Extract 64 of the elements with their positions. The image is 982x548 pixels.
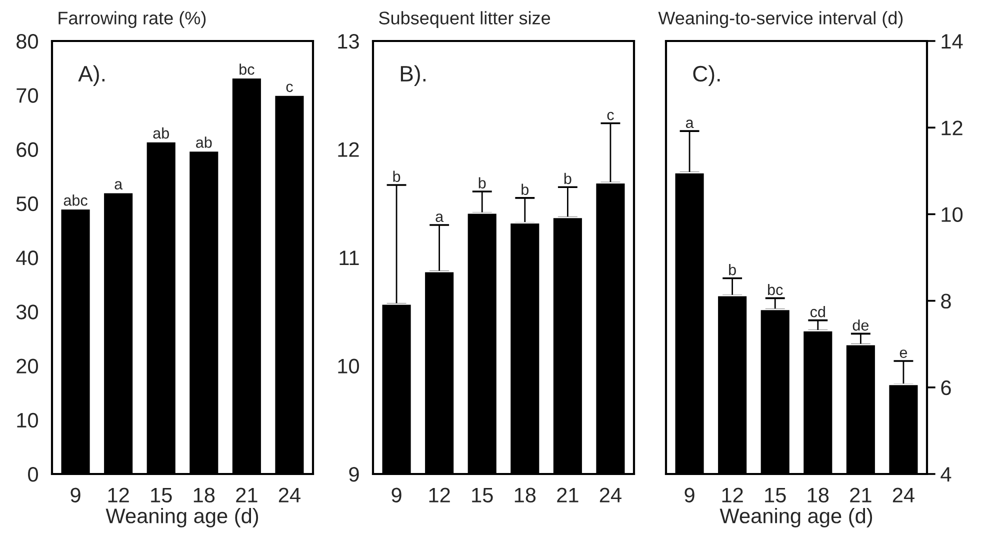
y-tick-label: 8 [941, 294, 951, 309]
y-tick-label: 50 [16, 196, 38, 212]
x-tick-label: 15 [765, 488, 786, 502]
x-tick-label: 18 [194, 488, 215, 502]
y-tick-label: 4 [940, 467, 952, 482]
x-tick-label: 24 [892, 488, 914, 502]
annotation: bc [240, 64, 254, 75]
x-tick-label: 24 [278, 488, 300, 502]
x-tick-label: 18 [808, 488, 829, 502]
y-tick-label: 12 [942, 120, 962, 136]
y-tick-label: 10 [942, 207, 963, 222]
y-tick-label: 60 [16, 142, 38, 158]
annotation: b [564, 172, 572, 184]
x-tick-label: 12 [722, 488, 743, 502]
chart-title: Subsequent litter size [379, 11, 550, 28]
y-tick-label: 10 [17, 412, 38, 428]
y-tick-label: 6 [941, 380, 951, 396]
annotation: abc [64, 194, 88, 206]
y-tick-label: 20 [16, 358, 38, 374]
x-tick-label: 12 [429, 488, 450, 502]
y-tick-label: 40 [16, 250, 38, 266]
annotation: b [478, 177, 486, 188]
annotation: a [436, 214, 444, 222]
annotation: a [114, 181, 123, 190]
x-tick-label: 24 [600, 488, 622, 502]
annotation: a [686, 120, 694, 128]
x-tick-label: 18 [514, 488, 536, 502]
annotation: b [729, 264, 736, 276]
annotation: e [900, 350, 908, 358]
y-tick-label: 30 [16, 304, 38, 320]
y-tick-label: 10 [338, 358, 359, 374]
y-tick-label: 9 [349, 467, 359, 482]
x-tick-label: 15 [151, 488, 172, 502]
y-tick-label: 0 [28, 467, 38, 482]
x-tick-label: 21 [557, 488, 578, 502]
annotation: cd [810, 306, 825, 318]
y-tick-label: 13 [338, 34, 359, 49]
annotation: A). [78, 65, 104, 86]
annotation: c [607, 112, 614, 120]
x-tick-label: 21 [850, 488, 872, 502]
chart-title: Farrowing rate (%) [58, 11, 206, 28]
x-tick-label: 15 [472, 488, 493, 502]
annotation: b [393, 170, 400, 182]
annotation: ab [153, 127, 169, 139]
x-axis-title: Weaning age (d) [720, 508, 872, 528]
y-tick-label: 80 [16, 34, 38, 49]
y-tick-label: 70 [16, 88, 38, 103]
y-tick-label: 11 [340, 250, 359, 266]
chart-title: Weaning-to-service interval (d) [658, 11, 903, 28]
annotation: C). [693, 65, 720, 86]
x-tick-label: 12 [108, 488, 129, 502]
annotation: de [852, 319, 868, 331]
annotation: bc [768, 284, 783, 296]
x-tick-label: 9 [70, 488, 80, 502]
x-tick-label: 9 [392, 488, 402, 502]
x-tick-label: 9 [684, 488, 694, 502]
annotation: c [286, 84, 293, 92]
y-tick-label: 14 [942, 34, 963, 49]
annotation: B). [400, 65, 426, 86]
annotation: b [522, 184, 528, 195]
x-tick-label: 21 [236, 488, 258, 502]
x-axis-title: Weaning age (d) [106, 508, 258, 528]
annotation: ab [196, 136, 212, 148]
y-tick-label: 12 [338, 142, 359, 157]
